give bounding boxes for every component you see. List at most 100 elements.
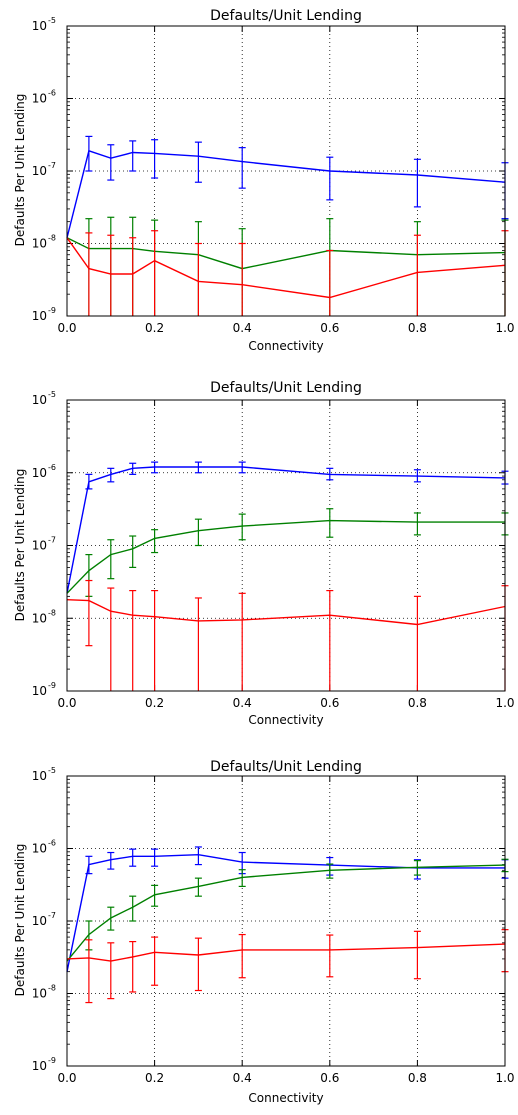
y-tick-label-exponent: -6 (48, 839, 56, 848)
error-bar (326, 156, 334, 201)
error-bar (413, 234, 421, 316)
error-bar (129, 237, 137, 316)
error-bar (151, 529, 159, 554)
y-tick-label-exponent: -6 (48, 89, 56, 98)
error-bar (238, 242, 246, 316)
error-bar (107, 234, 115, 316)
error-bar (194, 597, 202, 691)
y-tick-label-base: 10 (32, 539, 47, 553)
error-bar (238, 933, 246, 979)
y-tick-label-exponent: -7 (48, 161, 56, 170)
error-bar (129, 535, 137, 568)
y-tick-label-exponent: -7 (48, 536, 56, 545)
series-line (66, 237, 506, 299)
error-bar (107, 906, 115, 931)
error-bar (413, 469, 421, 483)
y-tick-label-base: 10 (32, 92, 47, 106)
chart-panel-1: Defaults/Unit Lending Connectivity Defau… (0, 0, 518, 370)
x-tick-label: 0.0 (57, 696, 76, 710)
y-tick-label-base: 10 (32, 164, 47, 178)
error-bar (238, 513, 246, 541)
series-line (66, 943, 506, 962)
error-bar (85, 855, 93, 875)
y-tick-label-base: 10 (32, 769, 47, 783)
error-bar (194, 461, 202, 474)
y-tick-label-exponent: -6 (48, 463, 56, 472)
chart-svg-1: Defaults/Unit Lending Connectivity Defau… (13, 8, 515, 353)
series-line (66, 599, 506, 626)
x-tick-label: 0.8 (408, 1071, 427, 1085)
error-bar (326, 934, 334, 978)
x-tick-label: 0.0 (57, 321, 76, 335)
plot-area: 0.0 0.2 0.4 0.6 0.8 1.010-910-810-710-610-5 (32, 390, 515, 710)
error-bar (107, 144, 115, 181)
x-tick-label: 1.0 (495, 321, 514, 335)
error-bar (129, 462, 137, 475)
y-tick-label-exponent: -5 (48, 766, 56, 775)
y-axis-label: Defaults Per Unit Lending (13, 469, 27, 622)
error-bar (129, 895, 137, 922)
series-line (66, 853, 505, 972)
error-bar (107, 851, 115, 870)
chart-panel-3: Defaults/Unit Lending Connectivity Defau… (0, 742, 518, 1110)
y-axis-label: Defaults Per Unit Lending (13, 94, 27, 247)
error-bar (151, 589, 159, 691)
x-tick-label: 0.8 (408, 696, 427, 710)
y-tick-label-base: 10 (32, 987, 47, 1001)
y-tick-label-base: 10 (32, 309, 47, 323)
error-bar (413, 158, 421, 208)
plot-area: 0.0 0.2 0.4 0.6 0.8 1.010-910-810-710-610-5 (32, 16, 515, 335)
y-axis-label: Defaults Per Unit Lending (13, 844, 27, 997)
y-tick-label-base: 10 (32, 19, 47, 33)
y-tick-label-exponent: -9 (48, 306, 56, 315)
y-tick-label-exponent: -7 (48, 911, 56, 920)
error-bar (194, 846, 202, 866)
error-bar (326, 589, 334, 691)
series-line (66, 149, 506, 238)
chart-title: Defaults/Unit Lending (210, 8, 362, 24)
error-bar (413, 512, 421, 536)
x-tick-label: 1.0 (495, 696, 514, 710)
error-bar (85, 473, 93, 490)
x-tick-label: 0.4 (233, 321, 252, 335)
x-tick-label: 1.0 (495, 1071, 514, 1085)
error-bar (413, 595, 421, 691)
error-bar (151, 461, 159, 474)
error-bar (151, 230, 159, 316)
error-bar (129, 589, 137, 691)
error-bar (85, 135, 93, 172)
y-tick-label-base: 10 (32, 611, 47, 625)
error-bar (85, 939, 93, 1004)
x-tick-label: 0.4 (233, 1071, 252, 1085)
error-bar (85, 232, 93, 316)
error-bar (85, 579, 93, 647)
chart-title: Defaults/Unit Lending (210, 380, 362, 396)
series-line (66, 237, 506, 270)
chart-svg-3: Defaults/Unit Lending Connectivity Defau… (13, 759, 515, 1105)
error-bar (151, 936, 159, 986)
x-axis-label: Connectivity (248, 1091, 323, 1105)
y-tick-label-exponent: -9 (48, 681, 56, 690)
y-tick-label-exponent: -8 (48, 234, 56, 243)
y-tick-label-exponent: -8 (48, 608, 56, 617)
chart-title: Defaults/Unit Lending (210, 759, 362, 775)
y-tick-label-base: 10 (32, 237, 47, 251)
error-bar (326, 249, 334, 316)
x-tick-label: 0.2 (145, 321, 164, 335)
error-bar (107, 587, 115, 691)
plot-frame (66, 25, 506, 317)
error-bar (238, 147, 246, 189)
error-bar (129, 140, 137, 172)
series-line (66, 864, 506, 962)
error-bar (194, 518, 202, 547)
x-tick-label: 0.8 (408, 321, 427, 335)
series-line (66, 466, 506, 594)
error-bar (151, 848, 159, 867)
error-bar (194, 937, 202, 992)
error-bar (151, 884, 159, 907)
plot-area: 0.0 0.2 0.4 0.6 0.8 1.010-910-810-710-610-5 (32, 766, 515, 1085)
y-tick-label-base: 10 (32, 466, 47, 480)
plot-frame (66, 775, 506, 1067)
error-bar (238, 869, 246, 888)
error-bar (151, 139, 159, 179)
